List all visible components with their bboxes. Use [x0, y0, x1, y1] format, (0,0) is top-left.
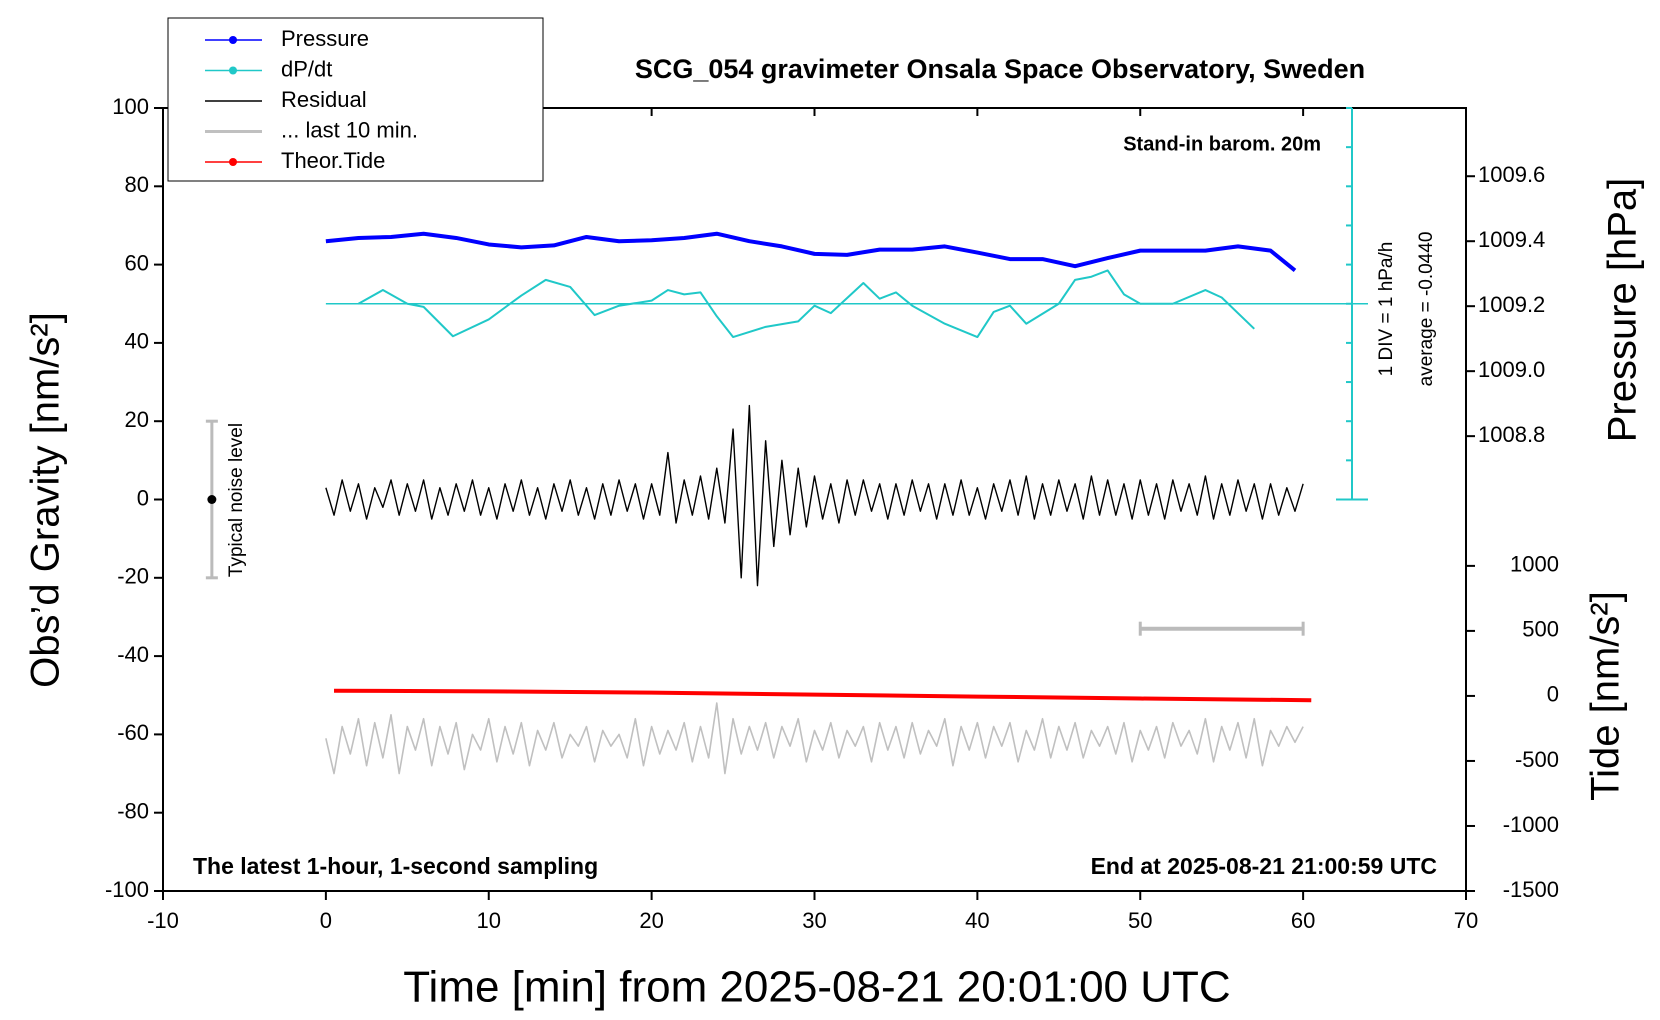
- y2-tick-label: 1009.4: [1478, 227, 1545, 252]
- legend-label: Theor.Tide: [281, 148, 385, 173]
- legend-label: Pressure: [281, 26, 369, 51]
- series-line: [334, 688, 1312, 703]
- legend-label: Residual: [281, 87, 367, 112]
- y3-tick-label: 1000: [1510, 552, 1559, 577]
- y3-tick-label: -1500: [1503, 877, 1559, 902]
- series-line: [325, 231, 1297, 273]
- legend-label: ... last 10 min.: [281, 117, 418, 142]
- y-axis-label: Obs’d Gravity [nm/s²]: [24, 312, 68, 688]
- tide-axis-label: Tide [nm/s²]: [1584, 591, 1628, 801]
- y-tick-label: 80: [125, 172, 149, 197]
- legend-marker: [229, 36, 237, 44]
- y-tick-label: -40: [117, 642, 149, 667]
- x-tick-label: 20: [639, 908, 663, 933]
- x-tick-label: -10: [147, 908, 179, 933]
- legend-label: dP/dt: [281, 56, 332, 81]
- y-tick-label: 20: [125, 407, 149, 432]
- plot-frame: [162, 107, 1467, 892]
- y3-tick-label: 500: [1522, 617, 1559, 642]
- y3-tick-label: -500: [1515, 747, 1559, 772]
- x-tick-label: 70: [1454, 908, 1478, 933]
- y2-tick-label: 1009.6: [1478, 162, 1545, 187]
- y-tick-label: -100: [105, 877, 149, 902]
- chart-title: SCG_054 gravimeter Onsala Space Observat…: [635, 54, 1365, 84]
- y-tick-label: -60: [117, 720, 149, 745]
- barometer-note: Stand-in barom. 20m: [1123, 133, 1321, 155]
- series-line: [357, 269, 1255, 339]
- y-tick-label: -20: [117, 564, 149, 589]
- average-note: average = -0.0440: [1416, 232, 1437, 387]
- y-tick-label: 60: [125, 250, 149, 275]
- y3-tick-label: -1000: [1503, 812, 1559, 837]
- y2-tick-label: 1009.2: [1478, 292, 1545, 317]
- y-tick-label: 100: [112, 94, 149, 119]
- noise-label: Typical noise level: [226, 423, 247, 577]
- x-tick-label: 10: [477, 908, 501, 933]
- y-tick-label: 0: [137, 485, 149, 510]
- series-line: [325, 404, 1304, 587]
- legend-marker: [229, 66, 237, 75]
- y2-tick-label: 1008.8: [1478, 422, 1545, 447]
- series-line: [325, 702, 1304, 775]
- pressure-axis-label: Pressure [hPa]: [1601, 178, 1645, 443]
- x-tick-label: 30: [802, 908, 826, 933]
- div-note: 1 DIV = 1 hPa/h: [1376, 242, 1397, 377]
- y3-tick-label: 0: [1547, 682, 1559, 707]
- legend-box: [167, 17, 544, 182]
- x-tick-label: 0: [320, 908, 332, 933]
- sampling-note: The latest 1-hour, 1-second sampling: [193, 853, 598, 879]
- end-note: End at 2025-08-21 21:00:59 UTC: [1091, 853, 1437, 879]
- x-tick-label: 40: [965, 908, 989, 933]
- noise-center: [207, 495, 217, 504]
- y-tick-label: -80: [117, 799, 149, 824]
- x-tick-label: 50: [1128, 908, 1152, 933]
- legend: Pressure dP/dt Residual ... last 10 min. The…: [167, 17, 544, 182]
- legend-marker: [229, 158, 237, 166]
- y2-tick-label: 1009.0: [1478, 357, 1545, 382]
- x-tick-label: 60: [1291, 908, 1315, 933]
- y-tick-label: 40: [125, 329, 149, 354]
- x-axis-label: Time [min] from 2025-08-21 20:01:00 UTC: [403, 963, 1230, 1012]
